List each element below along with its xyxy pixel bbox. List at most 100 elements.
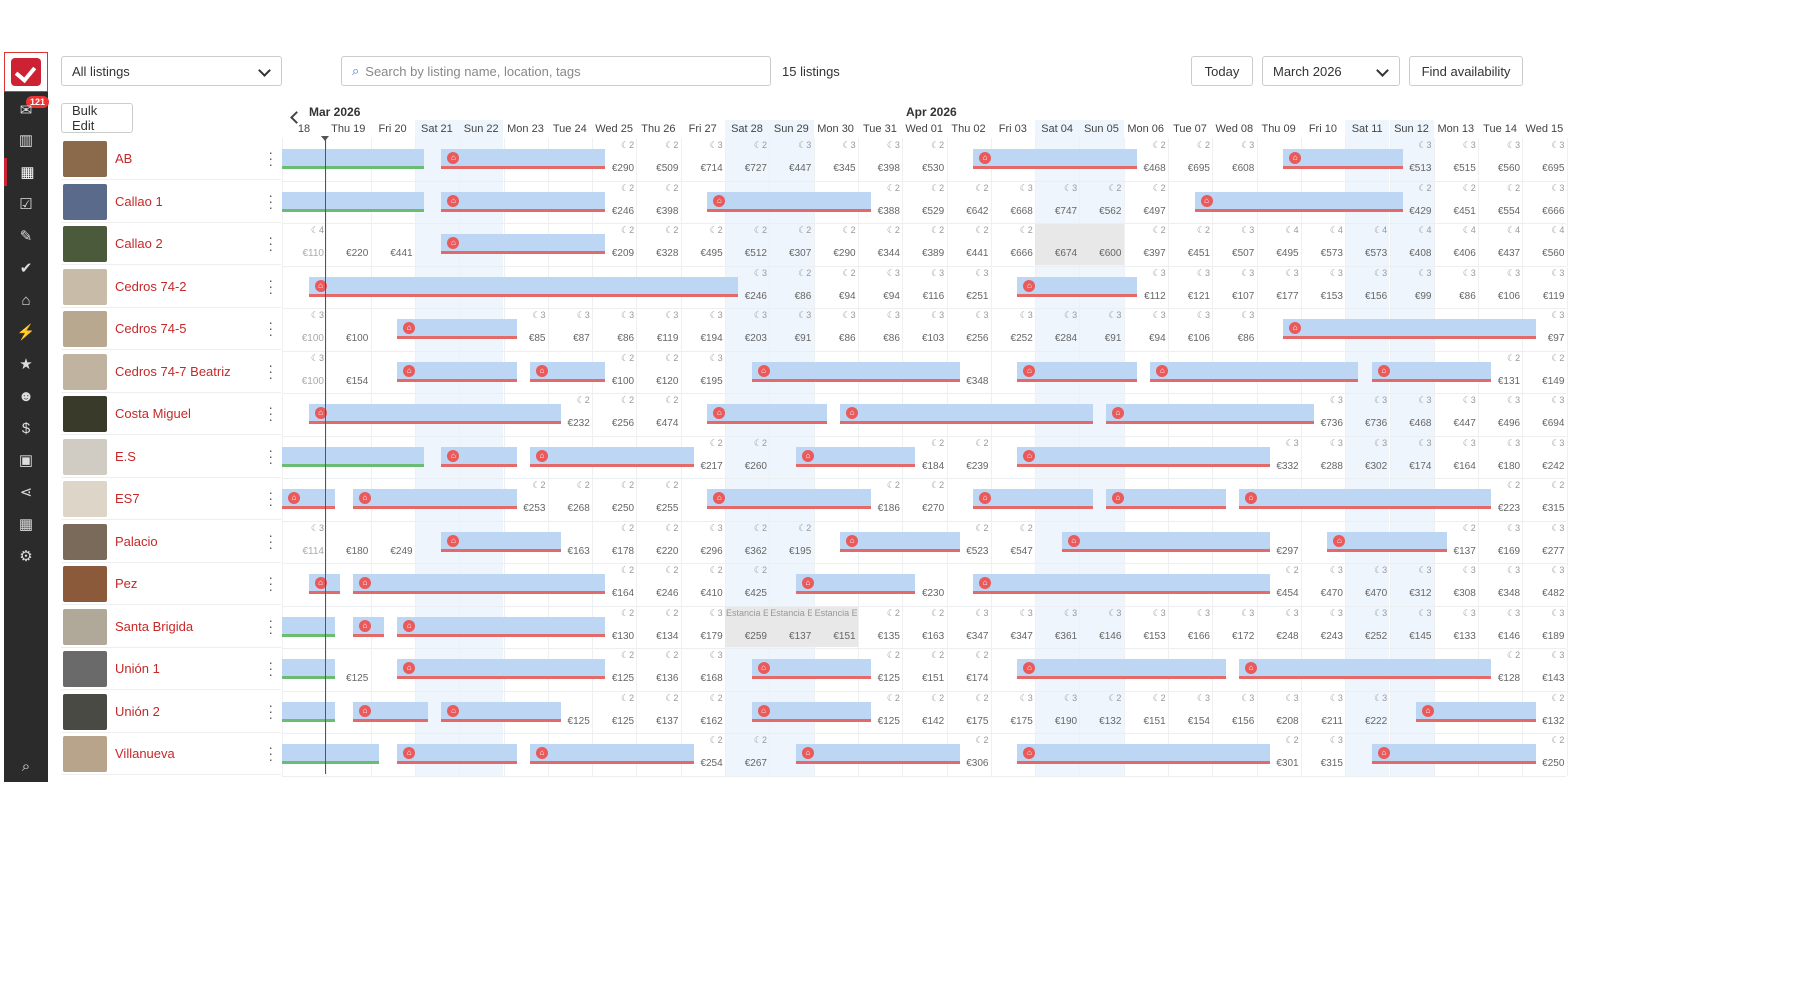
price-label[interactable]: €437 (1497, 248, 1521, 259)
price-label[interactable]: €345 (833, 163, 856, 174)
price-label[interactable]: €470 (1364, 588, 1388, 599)
price-label[interactable]: €441 (966, 248, 989, 259)
reservation-bar[interactable]: ⌂ (352, 616, 384, 637)
reservation-bar[interactable]: ⌂ (397, 616, 606, 637)
reservation-bar[interactable] (282, 446, 424, 467)
apps-icon[interactable]: ▦ (18, 516, 34, 533)
reservation-bar[interactable]: ⌂ (441, 191, 606, 212)
price-label[interactable]: €239 (966, 460, 989, 472)
price-label[interactable]: €562 (1099, 205, 1122, 217)
price-label[interactable]: €125 (611, 715, 635, 727)
search-input[interactable]: ⌕ Search by listing name, location, tags (341, 56, 771, 86)
price-label[interactable]: €249 (390, 545, 413, 557)
price-label[interactable]: €223 (1497, 503, 1521, 514)
price-label[interactable]: €315 (1320, 758, 1343, 769)
price-label[interactable]: €410 (700, 588, 723, 599)
price-label[interactable]: €302 (1364, 460, 1388, 472)
month-select[interactable]: March 2026 (1262, 56, 1400, 86)
price-label[interactable]: €128 (1497, 673, 1521, 684)
price-label[interactable]: €151 (1143, 715, 1166, 727)
reservation-bar[interactable]: ⌂ (530, 361, 606, 382)
price-label[interactable]: €232 (567, 418, 590, 429)
price-label[interactable]: €727 (744, 163, 767, 174)
prev-arrow-icon[interactable] (290, 111, 303, 124)
task-icon[interactable]: ☑ (19, 196, 33, 213)
listing-name[interactable]: E.S (115, 448, 136, 464)
price-label[interactable]: €156 (1232, 715, 1255, 727)
home-icon[interactable]: ⌂ (21, 291, 31, 309)
listing-row[interactable]: Villanueva · · · (61, 733, 281, 775)
price-label[interactable]: €255 (656, 503, 679, 514)
price-label[interactable]: €246 (656, 588, 679, 599)
more-menu-icon[interactable]: · · · (268, 739, 273, 767)
price-label[interactable]: €600 (1099, 248, 1122, 259)
reservation-bar[interactable]: ⌂ (795, 446, 916, 467)
price-label[interactable]: €497 (1143, 205, 1166, 217)
price-label[interactable]: €290 (611, 163, 635, 174)
reservation-bar[interactable]: ⌂ (707, 489, 872, 509)
price-label[interactable]: €86 (883, 333, 900, 344)
price-label[interactable]: €268 (567, 503, 590, 514)
price-label[interactable]: €348 (1497, 588, 1521, 599)
price-label[interactable]: €162 (700, 715, 723, 727)
price-label[interactable]: €177 (1276, 290, 1299, 302)
price-label[interactable]: €137 (789, 630, 812, 642)
price-label[interactable]: €132 (1099, 715, 1122, 727)
price-label[interactable]: €246 (744, 290, 767, 302)
reservation-bar[interactable]: ⌂ (1371, 361, 1492, 382)
price-label[interactable]: €736 (1320, 418, 1343, 429)
price-label[interactable]: €267 (744, 758, 767, 769)
price-label[interactable]: €608 (1232, 163, 1255, 174)
price-label[interactable]: €507 (1232, 248, 1255, 259)
price-label[interactable]: €153 (1320, 290, 1343, 302)
reservation-bar[interactable]: ⌂ (352, 574, 606, 594)
listing-name[interactable]: Villanueva (115, 746, 175, 761)
price-label[interactable]: €194 (700, 333, 723, 344)
price-label[interactable]: €86 (617, 333, 635, 344)
price-label[interactable]: €406 (1453, 248, 1476, 259)
more-menu-icon[interactable]: · · · (268, 611, 273, 640)
listing-row[interactable]: ES7 · · · (61, 478, 281, 520)
reservation-bar[interactable]: ⌂ (308, 276, 739, 297)
reservation-bar[interactable]: ⌂ (840, 404, 1093, 424)
price-label[interactable]: €496 (1497, 418, 1521, 429)
listing-row[interactable]: Costa Miguel · · · (61, 393, 281, 435)
price-label[interactable]: €694 (1542, 418, 1565, 429)
price-label[interactable]: €246 (611, 205, 635, 217)
reservation-bar[interactable]: ⌂ (530, 744, 694, 764)
listing-row[interactable]: Callao 1 · · · (61, 181, 281, 223)
price-label[interactable]: €695 (1542, 163, 1565, 174)
bulk-edit-button[interactable]: Bulk Edit (61, 103, 133, 133)
reservation-bar[interactable]: ⌂ (1017, 361, 1137, 382)
listing-name[interactable]: Pez (115, 576, 138, 591)
price-label[interactable]: €178 (611, 545, 635, 557)
reservation-bar[interactable]: ⌂ (1105, 404, 1315, 424)
price-label[interactable]: €86 (838, 333, 856, 344)
listing-row[interactable]: Cedros 74-2 · · · (61, 266, 281, 308)
listing-row[interactable]: E.S · · · (61, 436, 281, 478)
more-menu-icon[interactable]: · · · (268, 399, 273, 427)
price-label[interactable]: €666 (1542, 205, 1565, 217)
more-menu-icon[interactable]: · · · (268, 186, 273, 215)
price-label[interactable]: €190 (1054, 715, 1078, 727)
price-label[interactable]: €125 (877, 673, 900, 684)
listing-name[interactable]: Palacio (115, 533, 158, 549)
price-label[interactable]: €106 (1497, 290, 1521, 302)
price-label[interactable]: €153 (1143, 630, 1166, 642)
reservation-bar[interactable]: ⌂ (751, 361, 960, 382)
price-label[interactable]: €125 (611, 673, 635, 684)
price-label[interactable]: €573 (1364, 248, 1388, 259)
reservation-bar[interactable]: ⌂ (352, 489, 517, 509)
price-label[interactable]: €747 (1054, 205, 1078, 217)
price-label[interactable]: €560 (1497, 163, 1521, 174)
price-label[interactable]: €530 (921, 163, 945, 174)
price-label[interactable]: €468 (1409, 418, 1432, 429)
listing-row[interactable]: Pez · · · (61, 563, 281, 605)
price-label[interactable]: €184 (921, 460, 945, 472)
today-button[interactable]: Today (1191, 56, 1253, 86)
price-label[interactable]: €344 (877, 248, 900, 259)
price-label[interactable]: €312 (1409, 588, 1432, 599)
listing-row[interactable]: Cedros 74-5 · · · (61, 308, 281, 350)
reservation-bar[interactable]: ⌂ (751, 701, 872, 722)
price-label[interactable]: €260 (744, 460, 767, 472)
